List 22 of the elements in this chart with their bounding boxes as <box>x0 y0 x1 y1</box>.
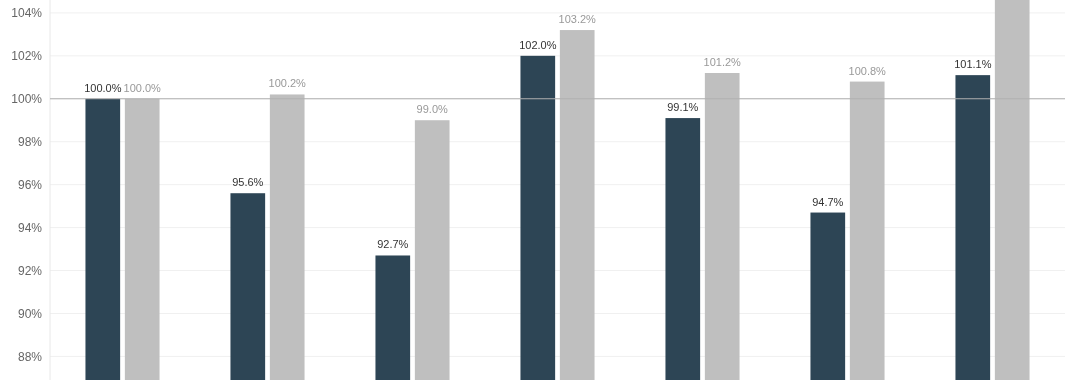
data-label: 99.0% <box>416 103 449 116</box>
y-tick-label: 96% <box>17 177 43 192</box>
data-label: 99.1% <box>667 101 699 114</box>
y-tick-label: 90% <box>17 306 43 321</box>
data-label: 100.2% <box>268 77 307 90</box>
y-tick-label: 92% <box>17 263 43 278</box>
data-label: 100.0% <box>84 81 122 94</box>
y-tick-label: 102% <box>11 49 43 64</box>
data-label: 101.2% <box>703 55 742 68</box>
data-label: 95.6% <box>232 176 264 189</box>
data-label: 102.0% <box>519 38 557 51</box>
y-tick-label: 88% <box>17 349 43 364</box>
y-tick-label: 104% <box>11 6 43 21</box>
y-tick-label: 94% <box>17 220 43 235</box>
data-label: 92.7% <box>377 238 409 251</box>
data-label: 100.0% <box>123 81 162 94</box>
y-tick-label: 98% <box>17 135 43 150</box>
data-label: 94.7% <box>812 195 844 208</box>
data-label: 103.2% <box>558 13 597 26</box>
y-tick-label: 100% <box>11 92 43 107</box>
data-label: 100.8% <box>848 64 887 77</box>
data-label: 101.1% <box>954 58 992 71</box>
